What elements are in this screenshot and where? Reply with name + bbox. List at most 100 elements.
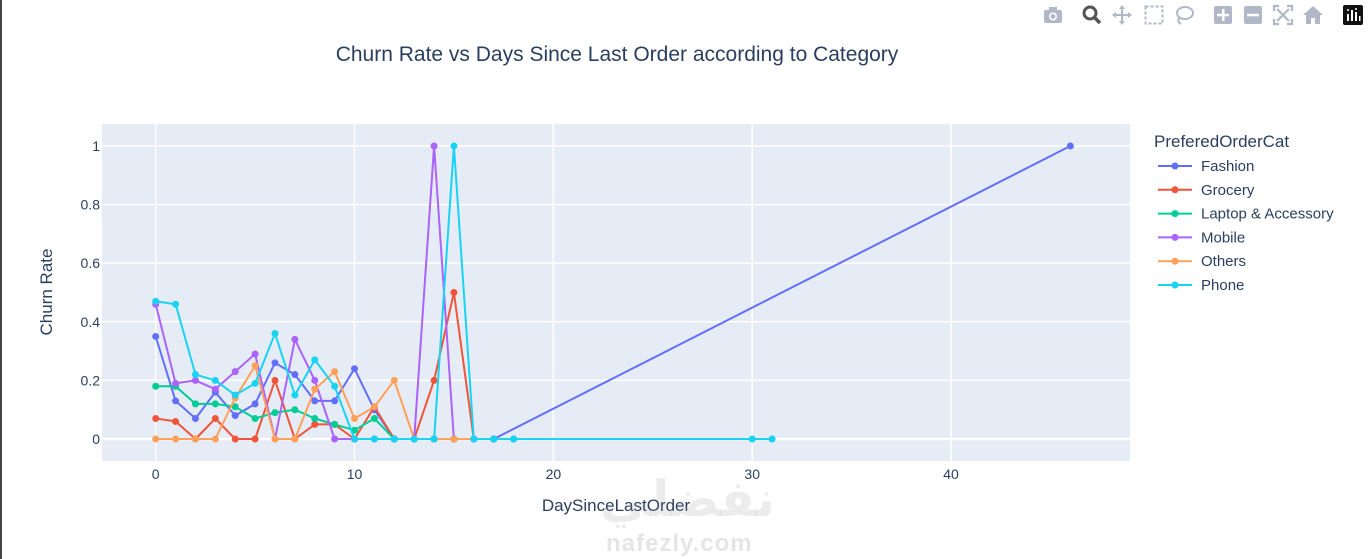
- data-point[interactable]: [450, 289, 458, 296]
- data-point[interactable]: [251, 400, 259, 408]
- data-point[interactable]: [450, 435, 458, 443]
- data-point[interactable]: [152, 435, 160, 443]
- data-point[interactable]: [172, 300, 180, 308]
- data-point[interactable]: [211, 376, 219, 384]
- x-axis-ticks: 0 10 20 30 40: [152, 466, 959, 482]
- data-point[interactable]: [351, 365, 359, 373]
- data-point[interactable]: [351, 435, 359, 443]
- data-point[interactable]: [271, 359, 279, 367]
- lasso-icon[interactable]: [1173, 4, 1195, 26]
- plotly-logo-icon[interactable]: [1342, 4, 1364, 26]
- data-point[interactable]: [1066, 142, 1074, 150]
- data-point[interactable]: [271, 330, 279, 338]
- data-point[interactable]: [311, 415, 319, 423]
- data-point[interactable]: [152, 297, 160, 305]
- zoom-icon[interactable]: [1081, 4, 1103, 26]
- legend-item[interactable]: Phone: [1158, 277, 1244, 294]
- data-point[interactable]: [251, 435, 259, 443]
- zoom-out-icon[interactable]: [1242, 4, 1264, 26]
- data-point[interactable]: [311, 356, 319, 364]
- data-point[interactable]: [271, 409, 279, 417]
- data-point[interactable]: [231, 391, 239, 399]
- data-point[interactable]: [430, 142, 438, 150]
- data-point[interactable]: [271, 435, 279, 443]
- data-point[interactable]: [291, 435, 299, 443]
- data-point[interactable]: [251, 350, 259, 358]
- data-point[interactable]: [331, 420, 339, 428]
- watermark-arabic: نفضلي: [600, 471, 776, 527]
- data-point[interactable]: [390, 435, 398, 443]
- data-point[interactable]: [331, 382, 339, 390]
- pan-icon[interactable]: [1111, 4, 1133, 26]
- chart-title: Churn Rate vs Days Since Last Order acco…: [336, 43, 899, 66]
- data-point[interactable]: [211, 400, 219, 408]
- data-point[interactable]: [331, 435, 339, 443]
- data-point[interactable]: [311, 385, 319, 393]
- data-point[interactable]: [351, 415, 359, 423]
- legend-label: Phone: [1201, 277, 1244, 294]
- data-point[interactable]: [251, 379, 259, 387]
- data-point[interactable]: [211, 435, 219, 443]
- data-point[interactable]: [430, 435, 438, 443]
- data-point[interactable]: [510, 435, 518, 443]
- legend-item[interactable]: Fashion: [1158, 158, 1254, 175]
- data-point[interactable]: [370, 435, 378, 443]
- box-select-icon[interactable]: [1143, 4, 1165, 26]
- data-point[interactable]: [291, 335, 299, 343]
- data-point[interactable]: [172, 379, 180, 387]
- data-traces: [152, 142, 1074, 443]
- data-point[interactable]: [251, 415, 259, 423]
- autoscale-icon[interactable]: [1272, 4, 1294, 26]
- series-line[interactable]: [155, 291, 494, 440]
- data-point[interactable]: [172, 397, 180, 405]
- data-point[interactable]: [231, 368, 239, 376]
- data-point[interactable]: [191, 400, 199, 408]
- data-point[interactable]: [271, 376, 279, 384]
- data-point[interactable]: [231, 435, 239, 443]
- data-point[interactable]: [311, 397, 319, 405]
- series-line[interactable]: [154, 145, 494, 440]
- data-point[interactable]: [430, 376, 438, 384]
- data-point[interactable]: [172, 417, 180, 425]
- series-phone[interactable]: [152, 142, 776, 443]
- data-point[interactable]: [211, 415, 219, 423]
- reset-axes-icon[interactable]: [1302, 4, 1324, 26]
- data-point[interactable]: [191, 371, 199, 379]
- plot-area[interactable]: [102, 124, 1130, 461]
- data-point[interactable]: [410, 435, 418, 443]
- legend-item[interactable]: Laptop & Accessory: [1158, 206, 1334, 223]
- data-point[interactable]: [331, 397, 339, 405]
- data-point[interactable]: [291, 371, 299, 379]
- data-point[interactable]: [172, 435, 180, 443]
- data-point[interactable]: [490, 435, 498, 443]
- data-point[interactable]: [331, 368, 339, 376]
- data-point[interactable]: [748, 435, 756, 443]
- data-point[interactable]: [311, 420, 319, 428]
- data-point[interactable]: [211, 385, 219, 393]
- legend-item[interactable]: Grocery: [1158, 182, 1255, 199]
- data-point[interactable]: [152, 332, 160, 340]
- data-point[interactable]: [191, 376, 199, 384]
- data-point[interactable]: [370, 415, 378, 423]
- data-point[interactable]: [291, 406, 299, 414]
- data-point[interactable]: [450, 142, 458, 150]
- y-axis-title: Churn Rate: [37, 249, 56, 336]
- data-point[interactable]: [311, 376, 319, 384]
- data-point[interactable]: [251, 362, 259, 370]
- legend-item[interactable]: Others: [1158, 253, 1246, 270]
- camera-icon[interactable]: [1042, 4, 1064, 26]
- data-point[interactable]: [390, 376, 398, 384]
- data-point[interactable]: [470, 435, 478, 443]
- data-point[interactable]: [191, 435, 199, 443]
- data-point[interactable]: [152, 415, 160, 423]
- legend-item[interactable]: Mobile: [1158, 229, 1245, 246]
- data-point[interactable]: [231, 412, 239, 420]
- data-point[interactable]: [152, 382, 160, 390]
- data-point[interactable]: [231, 403, 239, 411]
- data-point[interactable]: [768, 435, 776, 443]
- data-point[interactable]: [191, 415, 199, 423]
- data-point[interactable]: [291, 391, 299, 399]
- y-tick-label: 0.6: [81, 255, 101, 271]
- data-point[interactable]: [370, 403, 378, 411]
- zoom-in-icon[interactable]: [1212, 4, 1234, 26]
